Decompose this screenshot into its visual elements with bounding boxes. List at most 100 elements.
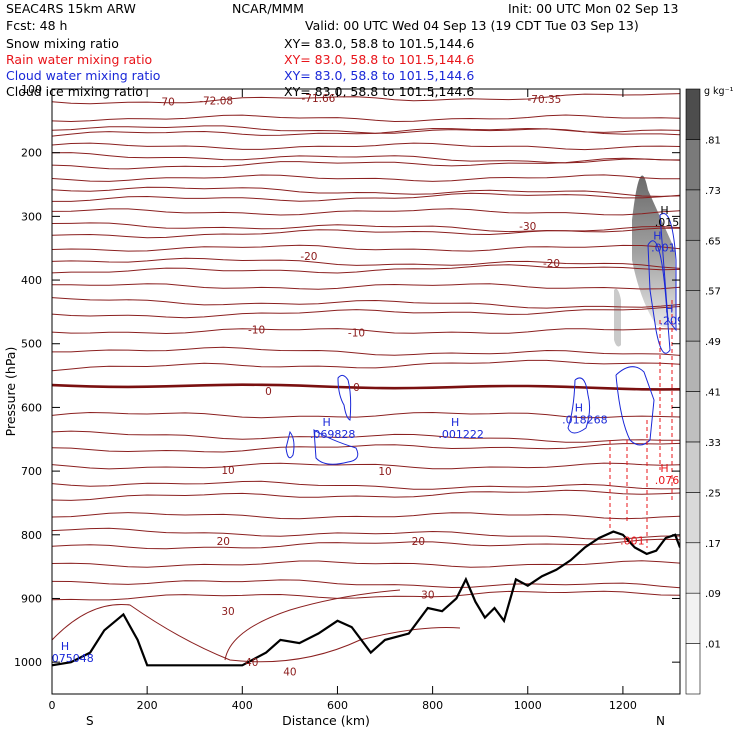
x-tick-label: 1200	[609, 699, 637, 712]
maximum-marker: H	[61, 640, 69, 653]
y-tick-label: 800	[21, 529, 42, 542]
isotherm-line	[52, 579, 680, 589]
cloud-water-contour	[313, 429, 359, 465]
maximum-marker: H	[660, 204, 668, 217]
colorbar-label: .49	[705, 337, 721, 348]
isotherm-line	[52, 538, 680, 550]
isotherm-label: 10	[221, 465, 234, 477]
isotherm-label: 0	[353, 382, 360, 394]
isotherm-label: -70.35	[527, 94, 561, 106]
maximum-marker: H	[660, 462, 668, 475]
isotherm-label: -10	[348, 327, 365, 339]
colorbar-swatch	[685, 592, 701, 644]
isotherm-line	[52, 442, 680, 453]
isotherm-label: -72.08	[199, 95, 233, 107]
init-time: Init: 00 UTC Mon 02 Sep 13	[508, 1, 678, 16]
isotherm-line	[52, 157, 680, 170]
isotherm-line	[52, 264, 680, 274]
y-tick-label: 700	[21, 465, 42, 478]
ice-shading-small	[614, 288, 621, 347]
isotherm-label: 20	[217, 536, 230, 548]
y-tick-label: 600	[21, 401, 42, 414]
x-tick-label: 0	[49, 699, 56, 712]
isotherm-label: -20	[543, 258, 560, 270]
maximum-value: .018268	[562, 413, 608, 426]
isotherm-line	[52, 297, 680, 309]
cloud-water-contour	[659, 213, 677, 332]
y-tick-label: 200	[21, 147, 42, 160]
colorbar-label: .33	[705, 438, 721, 449]
header: SEAC4RS 15km ARW Fcst: 48 h NCAR/MMM Ini…	[6, 1, 678, 33]
maximum-value: .0763	[655, 474, 687, 487]
isotherm-label: -10	[248, 325, 265, 337]
cloud-water-contour	[337, 374, 352, 421]
x-tick-label: 1000	[514, 699, 542, 712]
valid-time: Valid: 00 UTC Wed 04 Sep 13 (19 CDT Tue …	[305, 18, 639, 33]
isotherm-line	[52, 590, 680, 601]
x-tick-label: 200	[137, 699, 158, 712]
maximum-value: .075048	[48, 652, 94, 665]
field-label-3: Cloud ice mixing ratio	[6, 84, 143, 99]
y-tick-label: 400	[21, 274, 42, 287]
colorbar-label: .57	[705, 287, 721, 298]
y-tick-label: 300	[21, 210, 42, 223]
plot-area: -70 -72.08 -71.66 -70.35 -30 -20 -20 -10 -10 0 0 10…	[3, 83, 687, 728]
maximum-marker: H	[323, 416, 331, 429]
colorbar-swatch	[685, 391, 701, 443]
isotherm-line	[52, 560, 680, 568]
isotherm-line	[52, 192, 680, 202]
isotherm-line	[52, 142, 680, 151]
field-label-2: Cloud water mixing ratio	[6, 68, 160, 83]
colorbar-swatch	[685, 239, 701, 291]
isotherm-line	[52, 527, 680, 540]
plot-contents: -70 -72.08 -71.66 -70.35 -30 -20 -20 -10 -10 0 0 10…	[48, 93, 687, 679]
isotherm-line	[52, 480, 680, 490]
y-tick-label: 900	[21, 592, 42, 605]
colorbar-label: .01	[705, 640, 721, 651]
field-label-1: Rain water mixing ratio	[6, 52, 152, 67]
isotherm-line	[52, 346, 680, 356]
colorbar-label: .09	[705, 589, 721, 600]
cloud-water-contour	[615, 366, 655, 446]
isotherm-line	[52, 462, 680, 470]
colorbar-label: .17	[705, 539, 721, 550]
isotherm-label: 10	[378, 466, 391, 478]
maximum-value: .069828	[310, 428, 356, 441]
plot-frame	[51, 88, 681, 695]
isotherm-label: -70	[158, 97, 175, 109]
cloud-water-contour	[567, 377, 591, 434]
colorbar-swatch	[685, 441, 701, 493]
maximum-value: .001	[651, 241, 676, 254]
isotherm-line	[52, 489, 680, 501]
colorbar-swatch	[685, 88, 701, 140]
x-axis-title: Distance (km)	[282, 713, 370, 728]
isotherm-line	[52, 306, 680, 319]
isotherm-line	[52, 257, 680, 269]
y-tick-label: 1000	[14, 656, 42, 669]
isotherm-line	[52, 512, 680, 520]
colorbar-swatch	[685, 340, 701, 392]
terrain-line	[52, 530, 680, 667]
colorbar-unit: g kg⁻¹	[704, 86, 734, 97]
maximum-marker: H	[451, 416, 459, 429]
isotherm-line	[52, 93, 680, 105]
isotherm-label: 40	[283, 667, 296, 679]
colorbar-label: .25	[705, 488, 721, 499]
isotherm-label: 20	[412, 536, 425, 548]
isotherm-line	[52, 225, 680, 239]
colorbar-label: .81	[705, 135, 721, 146]
y-tick-label: 500	[21, 338, 42, 351]
colorbar-swatch	[685, 492, 701, 544]
colorbar-swatch	[685, 643, 701, 695]
isotherm-line	[52, 328, 680, 335]
isotherm-line	[52, 603, 461, 663]
colorbar-label: .41	[705, 388, 721, 399]
isotherm-label: -71.66	[301, 93, 335, 105]
field-xy-1: XY= 83.0, 58.8 to 101.5,144.6	[284, 52, 474, 67]
y-axis-title: Pressure (hPa)	[3, 347, 18, 437]
maximum-value: .0159	[655, 216, 687, 229]
x-tick-label: 600	[327, 699, 348, 712]
colorbar-label: .65	[705, 236, 721, 247]
